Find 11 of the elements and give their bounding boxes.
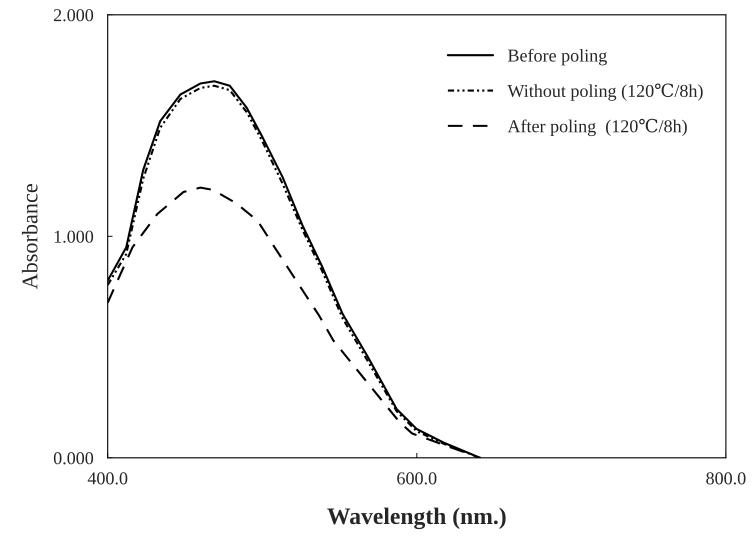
y-tick-label: 0.000 bbox=[54, 452, 94, 464]
x-tick-label: 800.0 bbox=[706, 472, 746, 485]
y-axis-title: Absorbance bbox=[22, 184, 38, 290]
legend-label: Before poling bbox=[508, 48, 607, 66]
y-tick-label: 1.000 bbox=[54, 230, 94, 243]
x-axis-title: Wavelength (nm.) bbox=[327, 508, 506, 530]
legend-label: Without poling (120℃/8h) bbox=[507, 83, 703, 101]
x-tick-label: 600.0 bbox=[397, 472, 436, 485]
y-tick-label: 2.000 bbox=[54, 9, 94, 22]
x-tick-label: 400.0 bbox=[88, 472, 128, 485]
legend-label: After poling (120℃/8h) bbox=[508, 118, 687, 136]
